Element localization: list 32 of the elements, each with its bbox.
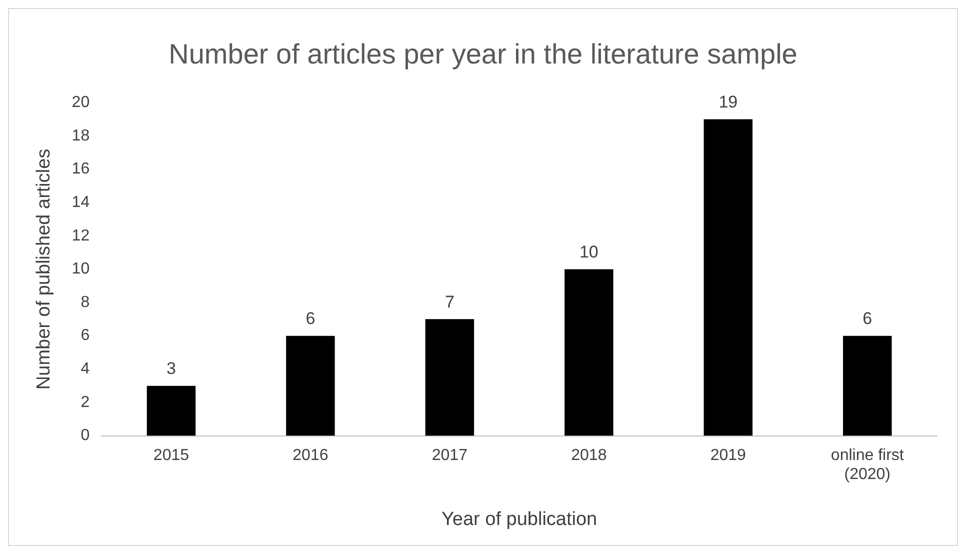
bar [425, 319, 474, 436]
bar [843, 336, 892, 436]
x-tick-label: 2019 [710, 446, 746, 464]
data-label: 7 [444, 292, 454, 312]
bar [704, 119, 753, 436]
data-label: 19 [718, 92, 738, 112]
y-tick-label: 14 [72, 194, 90, 211]
bar [564, 269, 614, 436]
y-tick-label: 12 [72, 227, 90, 244]
y-tick-label: 6 [80, 327, 90, 344]
x-axis-title: Year of publication [441, 508, 598, 530]
x-tick-label: 2015 [153, 446, 190, 464]
y-tick-label: 18 [72, 127, 90, 144]
data-label: 6 [306, 309, 316, 328]
y-tick-label: 10 [72, 260, 90, 278]
y-tick-label: 4 [80, 360, 90, 378]
y-tick-label: 20 [72, 94, 90, 112]
y-tick-label: 16 [72, 160, 90, 178]
data-label: 3 [166, 359, 176, 378]
y-tick-label: 2 [80, 394, 90, 411]
x-tick-label: 2018 [571, 446, 607, 464]
y-tick-label: 8 [80, 294, 90, 311]
y-axis-title: Number of published articles [34, 148, 55, 390]
y-tick-label: 0 [80, 427, 90, 444]
data-label: 6 [862, 309, 872, 328]
x-tick-label: online first (2020) [830, 446, 904, 484]
data-label: 10 [579, 242, 598, 262]
chart-title: Number of articles per year in the literature sample [168, 38, 798, 70]
bar [286, 336, 335, 436]
x-tick-label: 2016 [292, 446, 328, 464]
bar [146, 386, 196, 436]
x-tick-label: 2017 [432, 446, 468, 464]
